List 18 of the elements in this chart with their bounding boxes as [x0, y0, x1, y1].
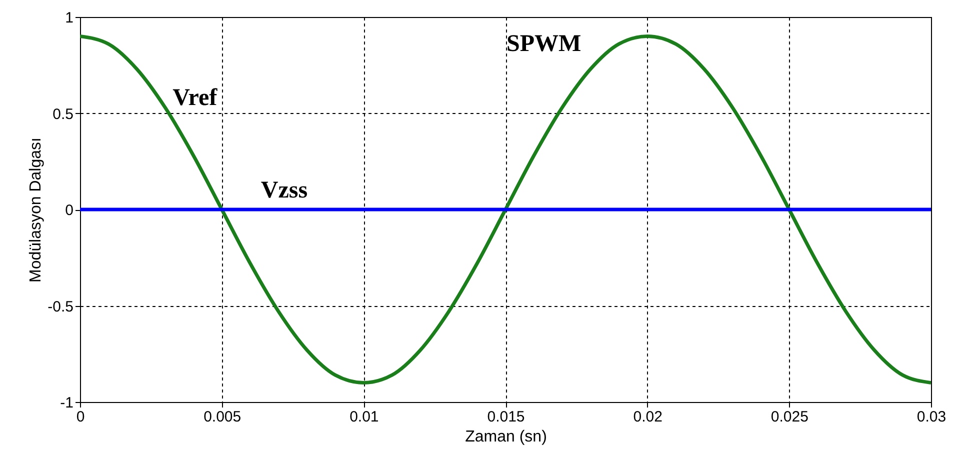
- x-tick-label: 0.03: [916, 408, 946, 426]
- x-tick-label: 0.01: [350, 408, 379, 426]
- y-tick-label: 0: [65, 202, 74, 219]
- y-tick-label: 1: [65, 10, 74, 26]
- x-axis-title: Zaman (sn): [465, 428, 547, 446]
- x-tick-label: 0.005: [204, 408, 242, 426]
- x-tick-label: 0.025: [770, 408, 808, 426]
- line-series: [80, 34, 931, 384]
- annotation: SPWM: [506, 30, 582, 57]
- x-tick-label: 0.02: [633, 408, 662, 426]
- annotation: Vzss: [260, 177, 308, 204]
- y-tick-label: -0.5: [48, 298, 74, 316]
- y-tick-label: -1: [60, 394, 74, 412]
- x-tick-label: 0.015: [487, 408, 525, 426]
- x-tick-label: 0: [76, 408, 85, 426]
- annotation: Vref: [172, 84, 218, 111]
- y-tick-label: 0.5: [52, 106, 74, 123]
- y-axis-title: Modülasyon Dalgası: [28, 138, 45, 282]
